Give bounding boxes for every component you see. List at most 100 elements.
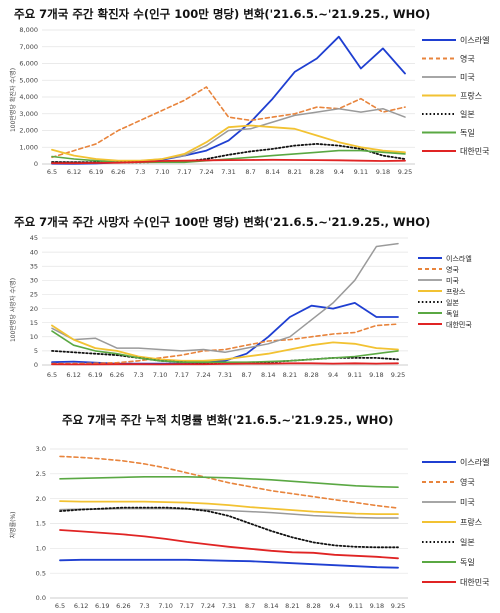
series-line <box>51 124 406 162</box>
y-tick-label: 8,000 <box>19 26 38 34</box>
y-tick-label: 15 <box>30 319 38 327</box>
x-tick-label: 6.12 <box>67 168 81 176</box>
x-tick-label: 8.14 <box>261 371 275 379</box>
legend-label: 일본 <box>446 298 459 307</box>
x-tick-label: 9.11 <box>354 168 368 176</box>
legend-label: 대한민국 <box>460 577 489 587</box>
x-tick-label: 8.21 <box>285 602 299 610</box>
x-tick-label: 8.7 <box>245 602 255 610</box>
x-tick-label: 6.19 <box>89 168 103 176</box>
x-tick-label: 7.3 <box>133 371 143 379</box>
legend-label: 이스라엘 <box>446 254 472 263</box>
x-tick-label: 7.3 <box>139 602 149 610</box>
series-line <box>59 507 399 519</box>
x-tick-label: 6.26 <box>111 168 125 176</box>
x-tick-label: 7.10 <box>153 371 167 379</box>
x-tick-label: 7.24 <box>199 168 213 176</box>
y-tick-label: 45 <box>30 234 38 242</box>
legend-label: 프랑스 <box>460 91 482 101</box>
x-tick-label: 9.4 <box>329 602 339 610</box>
x-tick-label: 9.25 <box>391 371 405 379</box>
x-tick-label: 6.19 <box>95 602 109 610</box>
deaths-chart: 주요 7개국 주간 사망자 수(인구 100만 명당) 변화('21.6.5.~… <box>9 215 472 379</box>
x-tick-label: 6.19 <box>88 371 102 379</box>
series-line <box>59 529 399 560</box>
x-tick-label: 9.18 <box>370 602 384 610</box>
y-tick-label: 1.5 <box>36 520 46 528</box>
fatality-rate-chart: 주요 7개국 주간 누적 치명률 변화('21.6.5.~'21.9.25., … <box>9 413 489 610</box>
legend-label: 프랑스 <box>460 517 482 527</box>
series-line <box>59 506 399 549</box>
x-tick-label: 8.7 <box>245 168 255 176</box>
y-tick-label: 2,000 <box>19 127 38 135</box>
series-line <box>59 455 399 509</box>
y-tick-label: 0 <box>34 160 38 168</box>
y-tick-label: 10 <box>30 333 38 341</box>
x-tick-label: 8.21 <box>283 371 297 379</box>
legend-label: 프랑스 <box>446 288 466 296</box>
y-tick-label: 3,000 <box>19 110 38 118</box>
x-tick-label: 7.17 <box>175 371 189 379</box>
y-tick-label: 4,000 <box>19 93 38 101</box>
chart-title: 주요 7개국 주간 누적 치명률 변화('21.6.5.~'21.9.25., … <box>62 413 393 427</box>
y-tick-label: 7,000 <box>19 43 38 51</box>
legend-label: 독일 <box>460 558 475 567</box>
legend-label: 이스라엘 <box>460 35 489 45</box>
x-tick-label: 8.28 <box>306 602 320 610</box>
x-tick-label: 7.10 <box>155 168 169 176</box>
x-tick-label: 9.11 <box>348 371 362 379</box>
series-line <box>51 158 406 165</box>
x-tick-label: 6.26 <box>116 602 130 610</box>
x-tick-label: 9.18 <box>376 168 390 176</box>
y-tick-label: 40 <box>30 248 38 256</box>
legend-label: 영국 <box>460 54 475 64</box>
y-tick-label: 5,000 <box>19 76 38 84</box>
y-tick-label: 1.0 <box>36 545 46 553</box>
x-tick-label: 7.24 <box>201 602 215 610</box>
x-tick-label: 9.4 <box>328 371 338 379</box>
legend-label: 대한민국 <box>446 320 472 329</box>
x-tick-label: 7.3 <box>135 168 145 176</box>
series-line <box>51 86 406 159</box>
series-line <box>59 558 399 569</box>
y-tick-label: 2.0 <box>36 495 46 503</box>
y-axis-label: 100만명당 확진자 수(명) <box>9 68 17 132</box>
series-line <box>51 242 399 354</box>
series-line <box>51 149 406 164</box>
x-tick-label: 8.21 <box>287 168 301 176</box>
y-tick-label: 35 <box>30 262 38 270</box>
y-tick-label: 5 <box>34 347 38 355</box>
x-tick-label: 7.24 <box>196 371 210 379</box>
confirmed-cases-chart: 주요 7개국 주간 확진자 수(인구 100만 명당) 변화('21.6.5.~… <box>9 7 489 176</box>
series-line <box>51 362 399 366</box>
series-line <box>51 323 399 365</box>
legend-label: 이스라엘 <box>460 457 489 467</box>
y-tick-label: 1,000 <box>19 143 38 151</box>
x-tick-label: 7.31 <box>222 602 236 610</box>
legend-label: 영국 <box>446 265 459 274</box>
x-tick-label: 7.17 <box>177 168 191 176</box>
legend-label: 미국 <box>460 73 475 82</box>
legend-label: 영국 <box>460 477 475 487</box>
x-tick-label: 9.18 <box>369 371 383 379</box>
x-tick-label: 7.17 <box>180 602 194 610</box>
series-line <box>51 324 399 362</box>
legend-label: 독일 <box>460 129 475 138</box>
x-tick-label: 9.25 <box>398 168 412 176</box>
x-tick-label: 7.10 <box>158 602 172 610</box>
y-tick-label: 0.0 <box>36 594 46 602</box>
y-tick-label: 0 <box>34 361 38 369</box>
x-tick-label: 6.26 <box>110 371 124 379</box>
legend-label: 미국 <box>460 498 475 507</box>
legend-label: 대한민국 <box>460 146 489 156</box>
chart-title: 주요 7개국 주간 사망자 수(인구 100만 명당) 변화('21.6.5.~… <box>14 215 430 229</box>
x-tick-label: 8.7 <box>241 371 251 379</box>
chart-title: 주요 7개국 주간 확진자 수(인구 100만 명당) 변화('21.6.5.~… <box>14 7 430 21</box>
y-tick-label: 20 <box>30 305 38 313</box>
series-line <box>59 500 399 515</box>
x-tick-label: 7.31 <box>218 371 232 379</box>
x-tick-label: 9.25 <box>391 602 405 610</box>
y-axis-label: 치명률(%) <box>9 512 17 539</box>
y-tick-label: 3.0 <box>36 445 46 453</box>
